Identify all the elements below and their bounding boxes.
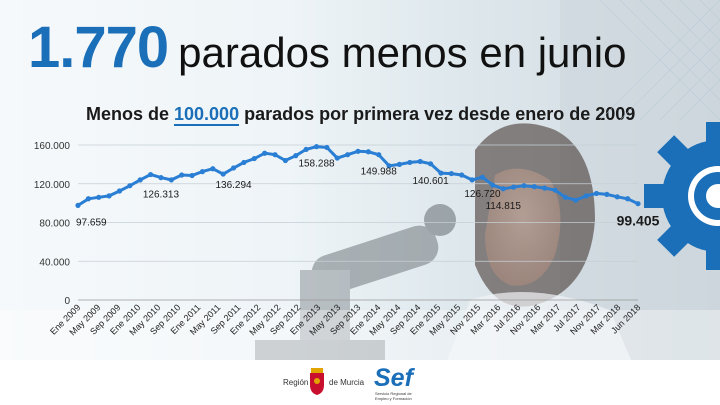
data-label: 97.659 bbox=[76, 217, 107, 228]
data-point bbox=[438, 170, 444, 176]
headline-text: parados menos en junio bbox=[178, 29, 627, 76]
data-point bbox=[137, 177, 143, 183]
footer bbox=[0, 360, 720, 405]
data-point bbox=[490, 182, 496, 188]
data-point bbox=[376, 152, 382, 158]
data-point bbox=[127, 183, 133, 189]
data-point bbox=[510, 184, 517, 190]
data-point bbox=[407, 159, 413, 166]
data-point bbox=[552, 187, 558, 193]
data-point bbox=[147, 171, 154, 178]
data-point bbox=[116, 188, 123, 194]
data-point bbox=[220, 171, 226, 177]
data-point bbox=[531, 184, 537, 190]
data-point bbox=[158, 175, 164, 181]
data-point bbox=[199, 169, 206, 175]
data-point bbox=[396, 161, 403, 167]
data-label: 140.601 bbox=[413, 176, 450, 187]
data-label: 126.313 bbox=[143, 190, 180, 201]
data-point bbox=[282, 157, 289, 164]
data-point bbox=[427, 161, 434, 167]
data-point bbox=[96, 194, 102, 200]
data-point bbox=[272, 152, 278, 158]
data-point bbox=[189, 172, 195, 179]
data-point bbox=[417, 158, 423, 165]
data-label: 158.288 bbox=[298, 159, 335, 170]
data-point bbox=[106, 193, 112, 199]
data-point bbox=[179, 172, 185, 178]
chart-subtitle: Menos de 100.000 parados por primera vez… bbox=[86, 104, 636, 126]
data-point bbox=[635, 201, 641, 207]
data-point bbox=[230, 165, 237, 171]
data-point bbox=[604, 191, 610, 198]
data-label: 136.294 bbox=[215, 180, 252, 191]
unemployment-line-chart: 0 40.000 80.000 120.000 160.000 97.659 126.31… bbox=[34, 141, 660, 337]
data-point bbox=[500, 186, 506, 192]
data-point bbox=[313, 144, 320, 150]
headline: 1.770 parados menos en junio bbox=[28, 14, 626, 81]
data-label: 114.815 bbox=[485, 201, 521, 212]
subtitle-prefix: Menos de bbox=[86, 104, 175, 124]
y-tick-label: 40.000 bbox=[39, 257, 70, 268]
data-point bbox=[75, 202, 81, 208]
data-label: 99.405 bbox=[617, 213, 660, 229]
data-point bbox=[85, 196, 91, 202]
data-point bbox=[542, 185, 548, 191]
headline-number: 1.770 bbox=[28, 15, 169, 80]
subtitle-highlight: 100.000 bbox=[174, 104, 240, 126]
data-point bbox=[521, 183, 527, 189]
y-tick-label: 120.000 bbox=[34, 180, 71, 191]
data-point bbox=[469, 177, 475, 183]
sef-subtitle: Servicio Regional de Empleo y Formación bbox=[375, 391, 412, 401]
data-point bbox=[355, 148, 361, 154]
microscope-icon bbox=[255, 204, 456, 360]
y-tick-label: 80.000 bbox=[39, 219, 70, 230]
data-point bbox=[324, 144, 330, 151]
data-point bbox=[262, 150, 268, 156]
data-point bbox=[251, 155, 257, 162]
data-point bbox=[593, 190, 600, 197]
data-point bbox=[583, 193, 589, 199]
data-point bbox=[168, 177, 174, 183]
data-point bbox=[303, 146, 309, 152]
data-point bbox=[614, 194, 620, 200]
data-point bbox=[448, 170, 454, 177]
data-point bbox=[345, 152, 351, 158]
data-point bbox=[386, 163, 392, 169]
data-point bbox=[210, 166, 216, 172]
data-point bbox=[625, 196, 631, 202]
sef-logo: Sef bbox=[374, 364, 413, 392]
data-point bbox=[573, 197, 579, 203]
y-tick-label: 160.000 bbox=[34, 141, 71, 152]
data-point bbox=[562, 194, 569, 200]
data-point bbox=[365, 149, 371, 155]
region-label-right: de Murcia bbox=[329, 378, 365, 387]
data-point bbox=[334, 155, 340, 161]
scientist-face bbox=[485, 168, 561, 286]
data-point bbox=[241, 159, 247, 166]
subtitle-suffix: parados por primera vez desde enero de 2… bbox=[239, 104, 636, 124]
region-label-left: Región bbox=[283, 378, 309, 387]
y-tick-label: 0 bbox=[64, 296, 70, 307]
data-point bbox=[293, 153, 299, 159]
data-point bbox=[459, 172, 465, 178]
data-label: 126.720 bbox=[464, 189, 501, 200]
coat-of-arms-icon bbox=[310, 368, 324, 395]
data-label: 149.988 bbox=[361, 167, 398, 178]
data-point bbox=[479, 174, 486, 180]
